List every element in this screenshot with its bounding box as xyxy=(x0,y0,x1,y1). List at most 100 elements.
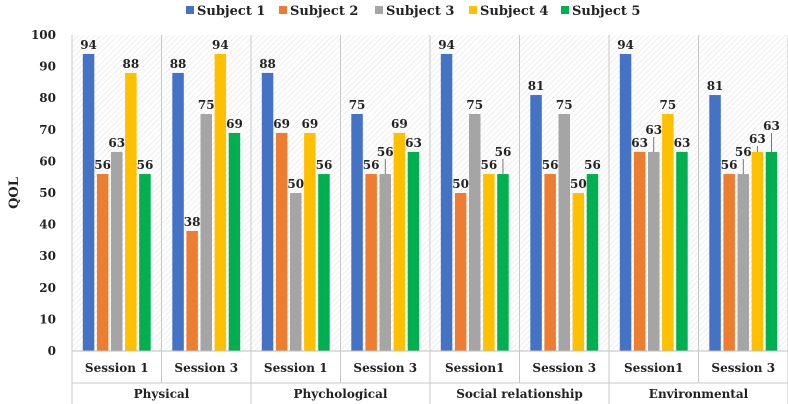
bar-subject-4 xyxy=(483,174,495,351)
bar-subject-5 xyxy=(765,151,778,351)
bar-subject-1 xyxy=(530,95,542,351)
bar-subject-1 xyxy=(709,95,721,351)
bar-subject-3 xyxy=(111,151,123,351)
y-tick-label: 40 xyxy=(39,218,56,232)
bar-subject-2 xyxy=(454,193,467,351)
legend-label: Subject 1 xyxy=(197,4,265,19)
y-tick-label: 50 xyxy=(39,186,56,200)
y-tick-label: 80 xyxy=(39,91,56,105)
bar-subject-3 xyxy=(737,174,749,351)
data-label: 63 xyxy=(108,136,125,150)
y-tick-label: 0 xyxy=(48,344,56,358)
data-label: 56 xyxy=(542,158,559,172)
data-label: 69 xyxy=(301,117,318,131)
legend-swatch xyxy=(186,6,194,14)
x-group-label: Environmental xyxy=(649,387,749,401)
bar-subject-4 xyxy=(662,114,674,351)
bar-subject-5 xyxy=(318,174,330,351)
data-label: 88 xyxy=(122,57,139,71)
bar-subject-1 xyxy=(440,53,453,352)
data-label: 75 xyxy=(556,98,573,112)
y-axis-title: QOL xyxy=(7,177,22,209)
data-label: 50 xyxy=(570,177,587,191)
bar-subject-5 xyxy=(228,132,241,351)
data-label: 94 xyxy=(80,38,97,52)
x-tick-label: Session 3 xyxy=(711,361,775,375)
bars xyxy=(82,53,778,352)
data-label: 63 xyxy=(763,119,780,133)
bar-subject-1 xyxy=(351,114,363,351)
y-tick-label: 60 xyxy=(39,154,56,168)
x-axis: Session 1 Session 3 Session 1 Session 3 Sess… xyxy=(71,35,788,404)
bar-subject-5 xyxy=(407,151,420,351)
bar-subject-2 xyxy=(633,151,646,351)
legend-swatch xyxy=(469,6,477,14)
data-labels: 9456638856883875946988695069567556566963… xyxy=(80,38,780,229)
data-label: 63 xyxy=(645,123,662,137)
bar-subject-5 xyxy=(676,151,688,351)
data-label: 94 xyxy=(438,38,455,52)
bar-subject-3 xyxy=(648,151,660,351)
bar-subject-2 xyxy=(96,174,109,351)
data-label: 50 xyxy=(287,177,304,191)
bar-subject-4 xyxy=(393,132,406,351)
bar-subject-1 xyxy=(172,72,184,352)
x-group-label: Phychological xyxy=(294,387,388,401)
data-label: 81 xyxy=(707,79,724,93)
bar-subject-3 xyxy=(379,174,391,351)
x-tick-label: Session 1 xyxy=(264,361,328,375)
data-label: 63 xyxy=(674,136,691,150)
data-label: 63 xyxy=(405,136,422,150)
bar-subject-2 xyxy=(544,174,556,351)
data-label: 56 xyxy=(377,145,394,159)
data-label: 94 xyxy=(212,38,229,52)
data-label: 75 xyxy=(198,98,215,112)
data-label: 38 xyxy=(184,215,201,229)
bar-subject-4 xyxy=(304,132,316,351)
y-tick-label: 70 xyxy=(39,123,56,137)
data-label: 56 xyxy=(137,158,154,172)
y-tick-label: 20 xyxy=(39,281,56,295)
bar-subject-1 xyxy=(82,53,95,352)
data-label: 81 xyxy=(528,79,545,93)
x-group-label: Physical xyxy=(134,387,190,401)
data-label: 69 xyxy=(273,117,290,131)
data-label: 56 xyxy=(735,145,752,159)
bar-subject-4 xyxy=(125,72,137,352)
bar-subject-2 xyxy=(723,174,735,351)
bar-subject-2 xyxy=(275,132,288,351)
bar-subject-4 xyxy=(751,151,764,351)
legend-swatch xyxy=(561,6,569,14)
legend-label: Subject 5 xyxy=(572,4,640,19)
x-tick-label: Session1 xyxy=(624,361,683,375)
bar-subject-5 xyxy=(139,174,151,351)
y-tick-label: 100 xyxy=(31,28,56,42)
x-tick-label: Session 3 xyxy=(353,361,417,375)
bar-subject-3 xyxy=(558,114,570,351)
data-label: 69 xyxy=(226,117,243,131)
bar-subject-2 xyxy=(365,174,377,351)
y-axis: 0 10 20 30 40 50 60 70 80 90 100 xyxy=(31,28,73,358)
bar-subject-3 xyxy=(290,193,302,351)
x-tick-label: Session 3 xyxy=(532,361,596,375)
data-label: 75 xyxy=(659,98,676,112)
data-label: 56 xyxy=(316,158,333,172)
data-label: 50 xyxy=(452,177,469,191)
y-tick-label: 90 xyxy=(39,60,56,74)
bar-subject-4 xyxy=(572,193,585,351)
data-label: 75 xyxy=(466,98,483,112)
x-group-label: Social relationship xyxy=(456,387,583,401)
data-label: 69 xyxy=(391,117,408,131)
legend-swatch xyxy=(279,6,287,14)
data-label: 63 xyxy=(749,132,766,146)
bar-subject-3 xyxy=(469,114,481,351)
bar-subject-2 xyxy=(186,230,198,351)
data-label: 56 xyxy=(94,158,111,172)
data-label: 56 xyxy=(480,158,497,172)
legend-label: Subject 2 xyxy=(290,4,358,19)
data-label: 75 xyxy=(349,98,366,112)
data-label: 56 xyxy=(584,158,601,172)
data-label: 56 xyxy=(495,145,512,159)
